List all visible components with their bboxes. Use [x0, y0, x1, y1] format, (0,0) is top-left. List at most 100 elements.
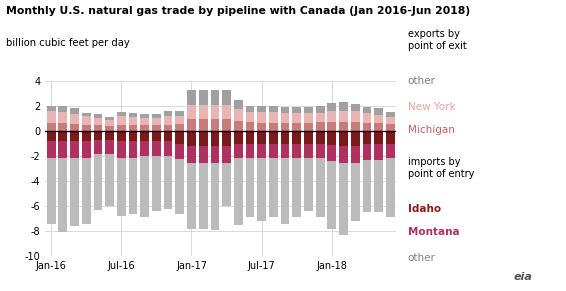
- Bar: [70, 114, 79, 124]
- Bar: [152, 141, 161, 156]
- Bar: [363, 160, 371, 212]
- Bar: [386, 117, 395, 124]
- Bar: [269, 157, 278, 217]
- Bar: [211, 146, 219, 163]
- Bar: [82, 116, 91, 125]
- Bar: [222, 131, 231, 146]
- Bar: [140, 125, 149, 131]
- Bar: [58, 112, 67, 123]
- Bar: [246, 131, 254, 144]
- Bar: [105, 140, 114, 154]
- Bar: [304, 123, 313, 131]
- Text: billion cubic feet per day: billion cubic feet per day: [6, 38, 130, 48]
- Text: eia: eia: [513, 272, 532, 282]
- Bar: [187, 105, 196, 119]
- Bar: [258, 144, 266, 157]
- Bar: [70, 141, 79, 157]
- Bar: [222, 163, 231, 206]
- Bar: [70, 124, 79, 131]
- Bar: [351, 163, 359, 221]
- Bar: [328, 161, 336, 229]
- Bar: [152, 114, 161, 118]
- Bar: [117, 112, 126, 116]
- Bar: [363, 107, 371, 113]
- Bar: [47, 141, 55, 157]
- Bar: [152, 118, 161, 125]
- Bar: [199, 119, 208, 131]
- Bar: [222, 105, 231, 119]
- Bar: [293, 123, 301, 131]
- Bar: [351, 111, 359, 122]
- Text: exports by
point of exit: exports by point of exit: [408, 29, 466, 51]
- Bar: [374, 108, 383, 115]
- Bar: [246, 122, 254, 131]
- Bar: [374, 115, 383, 123]
- Bar: [82, 113, 91, 116]
- Bar: [140, 141, 149, 156]
- Bar: [47, 106, 55, 111]
- Bar: [211, 119, 219, 131]
- Bar: [105, 120, 114, 126]
- Bar: [140, 118, 149, 125]
- Bar: [58, 107, 67, 112]
- Bar: [246, 157, 254, 217]
- Text: other: other: [408, 76, 435, 86]
- Bar: [128, 125, 138, 131]
- Bar: [234, 100, 243, 109]
- Bar: [175, 144, 184, 159]
- Bar: [269, 123, 278, 131]
- Bar: [222, 90, 231, 105]
- Bar: [117, 125, 126, 131]
- Bar: [152, 131, 161, 141]
- Bar: [316, 122, 324, 131]
- Bar: [164, 116, 173, 125]
- Bar: [175, 124, 184, 131]
- Bar: [304, 157, 313, 211]
- Bar: [246, 112, 254, 122]
- Bar: [117, 116, 126, 125]
- Bar: [293, 157, 301, 217]
- Bar: [187, 146, 196, 163]
- Bar: [199, 146, 208, 163]
- Bar: [281, 123, 289, 131]
- Bar: [152, 125, 161, 131]
- Bar: [199, 131, 208, 146]
- Bar: [386, 131, 395, 144]
- Bar: [199, 105, 208, 119]
- Bar: [339, 146, 348, 163]
- Bar: [105, 117, 114, 120]
- Text: Monthly U.S. natural gas trade by pipeline with Canada (Jan 2016-Jun 2018): Monthly U.S. natural gas trade by pipeli…: [6, 6, 470, 16]
- Bar: [281, 131, 289, 144]
- Bar: [211, 90, 219, 105]
- Bar: [93, 154, 102, 210]
- Bar: [374, 123, 383, 131]
- Bar: [258, 131, 266, 144]
- Bar: [281, 144, 289, 157]
- Bar: [234, 121, 243, 131]
- Bar: [164, 156, 173, 209]
- Bar: [128, 113, 138, 117]
- Bar: [234, 157, 243, 225]
- Bar: [222, 146, 231, 163]
- Bar: [82, 141, 91, 157]
- Bar: [164, 111, 173, 116]
- Bar: [199, 90, 208, 105]
- Bar: [93, 118, 102, 125]
- Bar: [211, 131, 219, 146]
- Bar: [175, 111, 184, 116]
- Bar: [386, 124, 395, 131]
- Bar: [140, 114, 149, 118]
- Bar: [269, 144, 278, 157]
- Bar: [128, 141, 138, 157]
- Bar: [175, 159, 184, 214]
- Bar: [58, 157, 67, 233]
- Bar: [304, 131, 313, 144]
- Bar: [117, 131, 126, 141]
- Bar: [246, 106, 254, 112]
- Bar: [70, 108, 79, 114]
- Bar: [152, 156, 161, 211]
- Bar: [293, 144, 301, 157]
- Bar: [386, 144, 395, 157]
- Bar: [316, 144, 324, 157]
- Bar: [363, 113, 371, 123]
